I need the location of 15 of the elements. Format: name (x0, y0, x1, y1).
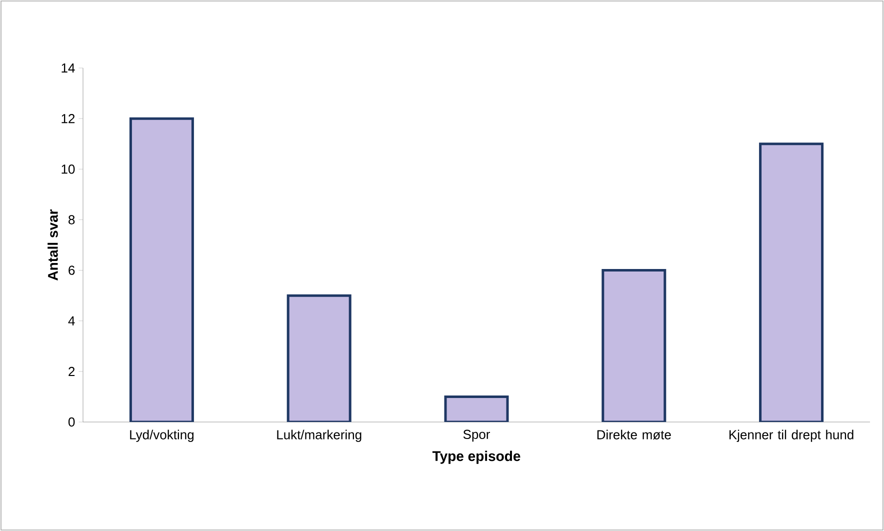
y-tick-label: 14 (62, 64, 75, 72)
y-tick-label: 8 (68, 215, 75, 224)
y-tick-label: 10 (62, 164, 75, 174)
y-tick-label: 4 (68, 316, 75, 326)
y-tick-label: 12 (62, 114, 75, 124)
x-tick-label: Direkte møte (597, 430, 671, 440)
y-tick-label: 2 (68, 366, 75, 376)
x-tick-label: Lyd/vokting (130, 430, 194, 442)
y-axis-title: Antall svar (48, 209, 58, 280)
x-tick-label: Spor (463, 430, 490, 442)
y-tick-label: 0 (68, 417, 75, 427)
x-tick-label: Kjenner til drept hund (729, 430, 854, 442)
x-tick-label: Lukt/markering (277, 430, 362, 442)
y-tick-label: 6 (68, 266, 75, 275)
x-axis-title: Type episode (432, 450, 520, 464)
